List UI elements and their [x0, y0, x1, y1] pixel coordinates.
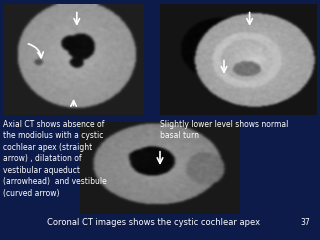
Text: 37: 37	[301, 218, 310, 228]
Text: Coronal CT images shows the cystic cochlear apex: Coronal CT images shows the cystic cochl…	[47, 218, 260, 228]
Text: Slightly lower level shows normal
basal turn: Slightly lower level shows normal basal …	[160, 120, 288, 140]
Text: Axial CT shows absence of
the modiolus with a cystic
cochlear apex (straight
arr: Axial CT shows absence of the modiolus w…	[3, 120, 107, 198]
